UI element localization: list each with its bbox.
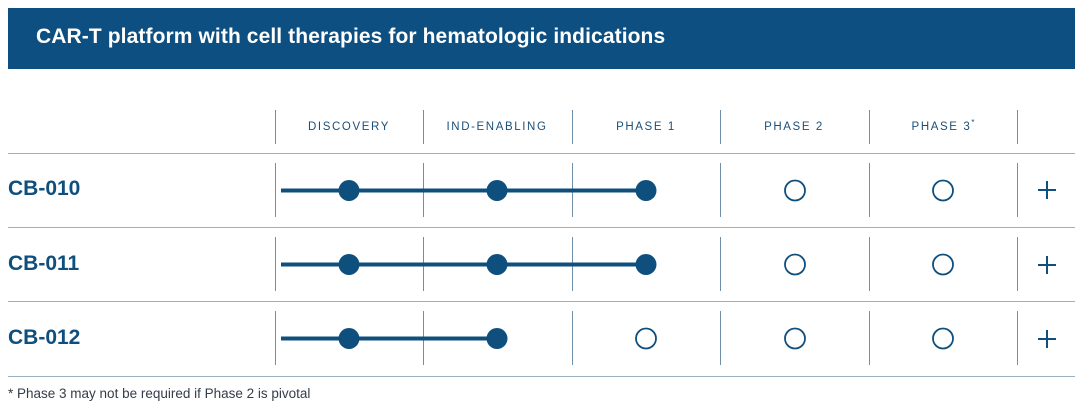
stage-complete-dot	[486, 254, 508, 275]
column-header-ind-enabling: IND-ENABLING	[446, 120, 548, 133]
row-label-cb-011: CB-011	[8, 252, 80, 275]
row-label-cb-012: CB-012	[8, 326, 81, 349]
stage-pending-circle	[932, 327, 954, 350]
stage-pending-circle	[932, 253, 954, 276]
expand-cb-011-button[interactable]	[1036, 254, 1058, 276]
stage-complete-dot	[635, 180, 657, 201]
column-header-phase-3: PHASE 3*	[911, 118, 975, 133]
header-divider	[572, 110, 573, 144]
stage-pending-circle	[784, 253, 806, 276]
column-header-phase-1: PHASE 1	[616, 120, 676, 133]
title-banner: CAR-T platform with cell therapies for h…	[8, 8, 1075, 69]
row-divider	[8, 301, 1075, 302]
footnote: * Phase 3 may not be required if Phase 2…	[8, 386, 311, 401]
stage-complete-dot	[338, 254, 360, 275]
stage-pending-circle	[784, 179, 806, 202]
row-divider	[8, 227, 1075, 228]
header-divider	[1017, 110, 1018, 144]
stage-complete-dot	[338, 180, 360, 201]
row-label-cb-010: CB-010	[8, 177, 81, 200]
header-divider	[869, 110, 870, 144]
expand-cb-012-button[interactable]	[1036, 328, 1058, 350]
expand-cb-010-button[interactable]	[1036, 179, 1058, 201]
column-header-discovery: DISCOVERY	[308, 120, 390, 133]
header-divider	[275, 110, 276, 144]
row-divider	[8, 153, 1075, 154]
page-title: CAR-T platform with cell therapies for h…	[36, 25, 666, 48]
row-divider	[8, 376, 1075, 377]
stage-complete-dot	[486, 180, 508, 201]
header-divider	[423, 110, 424, 144]
header-divider	[720, 110, 721, 144]
stage-complete-dot	[338, 328, 360, 349]
column-header-phase-2: PHASE 2	[764, 120, 824, 133]
stage-pending-circle	[932, 179, 954, 202]
stage-pending-circle	[635, 327, 657, 350]
stage-complete-dot	[486, 328, 508, 349]
stage-complete-dot	[635, 254, 657, 275]
stage-pending-circle	[784, 327, 806, 350]
